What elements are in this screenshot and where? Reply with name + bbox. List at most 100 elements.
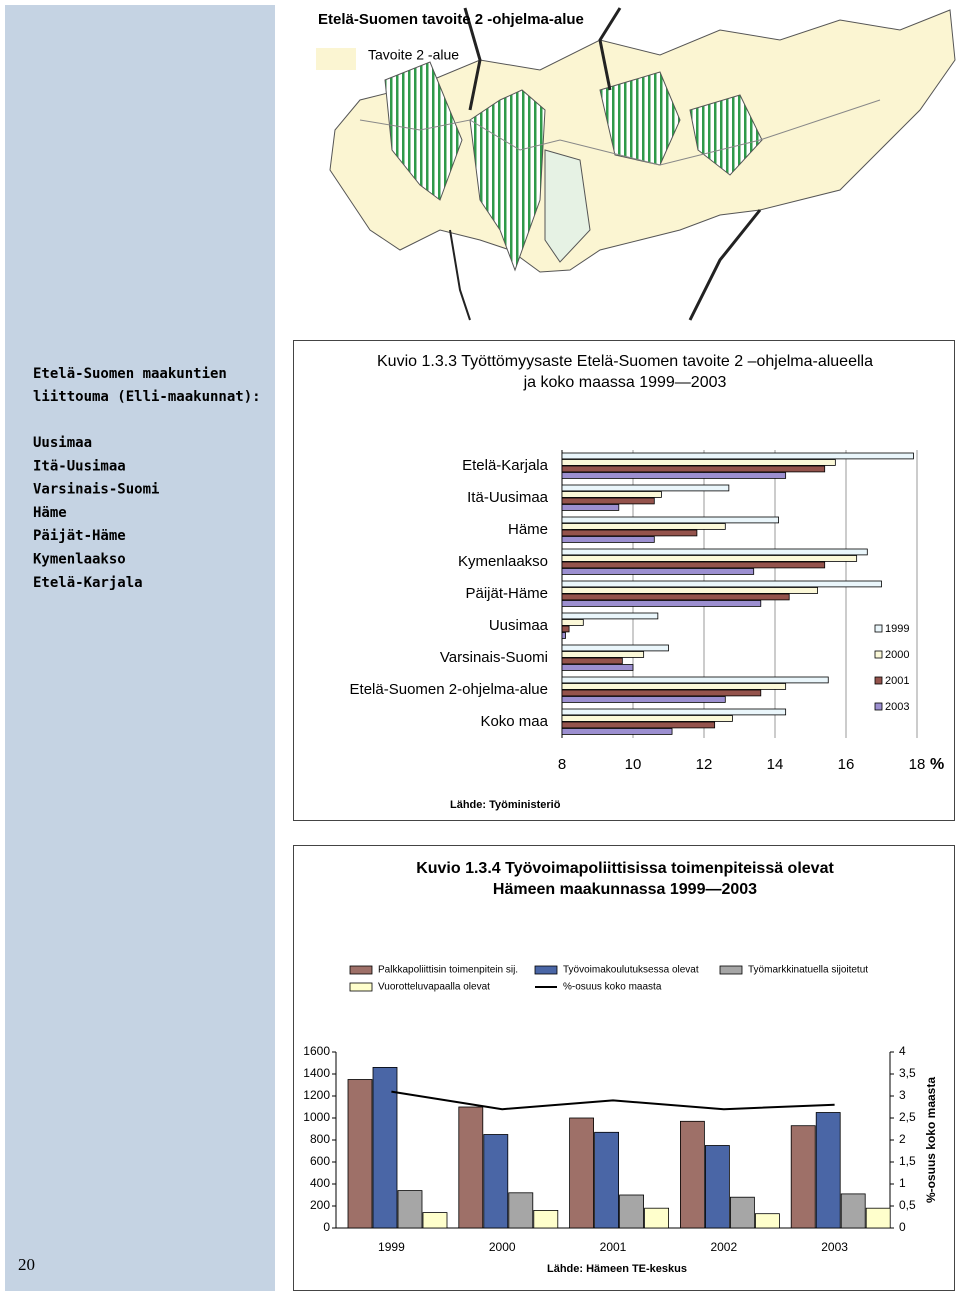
legend-label: 2003 xyxy=(885,701,909,713)
category-label: Etelä-Karjala xyxy=(462,457,549,474)
legend-swatch xyxy=(874,676,883,685)
category-label: Päijät-Häme xyxy=(465,585,548,602)
bar xyxy=(458,1106,484,1229)
y2-axis-label: %-osuus koko maasta xyxy=(924,1077,938,1203)
region-name: Häme xyxy=(33,505,67,521)
x-tick-label: 10 xyxy=(625,756,642,773)
category-label: Itä-Uusimaa xyxy=(467,489,549,506)
line-series xyxy=(391,1090,835,1111)
bar xyxy=(561,459,836,466)
y2-tick-label: 3,5 xyxy=(899,1066,916,1080)
page-number: 20 xyxy=(18,1255,35,1274)
bar xyxy=(561,548,868,556)
x-axis-label: % xyxy=(930,756,944,773)
category-label: Varsinais-Suomi xyxy=(440,649,548,666)
bar xyxy=(561,504,620,511)
bar xyxy=(561,676,829,684)
bar xyxy=(561,632,566,639)
bar xyxy=(730,1196,755,1229)
bar xyxy=(790,1125,816,1229)
map-legend-swatch xyxy=(316,48,356,70)
bar xyxy=(561,516,779,524)
bar xyxy=(561,561,826,569)
bar xyxy=(569,1117,594,1229)
chart-title: ja koko maassa 1999—2003 xyxy=(523,374,727,391)
bar xyxy=(561,497,655,505)
region-name: Kymenlaakso xyxy=(33,552,126,568)
legend-label: Työmarkkinatuella sijoitetut xyxy=(748,965,868,976)
legend-swatch xyxy=(349,965,373,975)
y-tick-label: 200 xyxy=(310,1198,330,1212)
bar xyxy=(561,715,733,722)
y2-tick-label: 2 xyxy=(899,1132,906,1146)
legend-swatch xyxy=(874,702,883,711)
x-tick-label: 1999 xyxy=(378,1240,405,1254)
y-tick-label: 1600 xyxy=(303,1044,330,1058)
x-tick-label: 2001 xyxy=(600,1240,627,1254)
bar xyxy=(561,664,634,671)
bar xyxy=(840,1193,866,1229)
y2-tick-label: 0,5 xyxy=(899,1198,916,1212)
y-tick-label: 1200 xyxy=(303,1088,330,1102)
x-tick-label: 8 xyxy=(558,756,566,773)
bar xyxy=(561,555,858,562)
legend-label: Työvoimakoulutuksessa olevat xyxy=(563,965,699,976)
y2-tick-label: 2,5 xyxy=(899,1110,916,1124)
region-name: Etelä-Karjala xyxy=(33,575,143,591)
bar xyxy=(561,536,655,543)
bar xyxy=(533,1210,559,1229)
region-name: Varsinais-Suomi xyxy=(33,482,159,498)
map-title: Etelä-Suomen tavoite 2 -ohjelma-alue xyxy=(318,11,584,28)
bar xyxy=(561,644,669,652)
y2-tick-label: 1 xyxy=(899,1176,906,1190)
bar xyxy=(347,1079,373,1229)
x-tick-label: 2002 xyxy=(710,1240,737,1254)
category-label: Kymenlaakso xyxy=(458,553,548,570)
bar xyxy=(561,689,762,697)
bar xyxy=(815,1112,841,1229)
category-label: Uusimaa xyxy=(489,617,549,634)
bar xyxy=(397,1190,423,1229)
chart-title: Hämeen maakunnassa 1999—2003 xyxy=(493,881,757,898)
bar xyxy=(705,1145,730,1229)
bar xyxy=(561,580,882,588)
category-label: Koko maa xyxy=(480,713,548,730)
chart-title: Kuvio 1.3.3 Työttömyysaste Etelä-Suomen … xyxy=(377,353,873,370)
x-tick-label: 2003 xyxy=(821,1240,848,1254)
bar xyxy=(561,523,726,530)
legend-label: 2001 xyxy=(885,675,909,687)
bar xyxy=(561,625,570,633)
legend-swatch xyxy=(874,624,883,633)
legend-swatch xyxy=(719,965,743,975)
bar xyxy=(561,651,645,658)
bar xyxy=(865,1207,891,1229)
bar xyxy=(561,568,755,575)
bar xyxy=(372,1067,398,1229)
x-tick-label: 14 xyxy=(767,756,784,773)
bar xyxy=(619,1194,644,1229)
bar xyxy=(561,472,787,479)
bar xyxy=(561,683,787,690)
map-legend: Tavoite 2 -alue xyxy=(368,47,459,63)
bar xyxy=(561,600,762,607)
bar xyxy=(561,619,584,626)
bar xyxy=(561,529,698,537)
bar xyxy=(680,1120,705,1229)
bar xyxy=(561,708,787,716)
chart-frame xyxy=(293,845,955,1291)
bar xyxy=(561,721,716,729)
region-name: Itä-Uusimaa xyxy=(33,458,126,474)
y-tick-label: 1000 xyxy=(303,1110,330,1124)
bar xyxy=(508,1192,534,1229)
y-tick-label: 1400 xyxy=(303,1066,330,1080)
region-name: Päijät-Häme xyxy=(33,528,126,544)
legend-swatch xyxy=(874,650,883,659)
legend-label: Vuorotteluvapaalla olevat xyxy=(378,982,490,993)
bar xyxy=(561,587,819,594)
chart-frame xyxy=(293,340,955,821)
x-tick-label: 16 xyxy=(838,756,855,773)
sidebar-heading: liittouma (Elli-maakunnat): xyxy=(33,389,261,405)
x-tick-label: 12 xyxy=(696,756,713,773)
y2-tick-label: 0 xyxy=(899,1220,906,1234)
